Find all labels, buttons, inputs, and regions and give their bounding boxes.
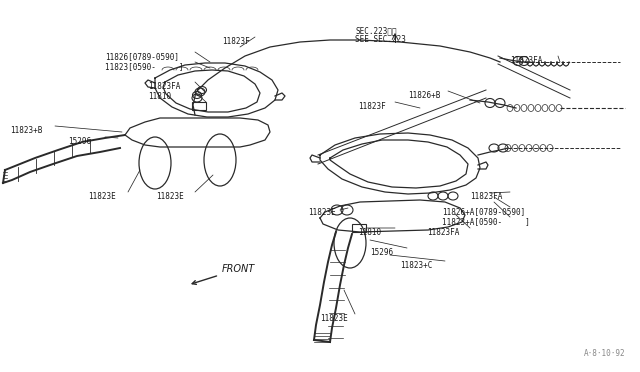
Text: 11823E: 11823E [88,192,116,201]
FancyBboxPatch shape [352,224,366,232]
Text: 11823+A[0590-     ]: 11823+A[0590- ] [442,217,530,226]
Text: 11823F: 11823F [358,102,386,111]
FancyBboxPatch shape [192,102,206,110]
Text: 11810: 11810 [358,228,381,237]
Text: 11826+B: 11826+B [408,91,440,100]
Text: 15296: 15296 [68,137,91,146]
Text: SEE SEC.223: SEE SEC.223 [355,35,406,44]
Text: 11826[0789-0590]: 11826[0789-0590] [105,52,179,61]
Text: SEC.223参照: SEC.223参照 [355,26,397,35]
Text: 11823FA: 11823FA [427,228,460,237]
Text: A·8·10·92: A·8·10·92 [584,349,625,358]
Text: 11823+C: 11823+C [400,261,433,270]
Text: 11823E: 11823E [308,208,336,217]
Text: 11823F: 11823F [222,37,250,46]
Text: 11823FA: 11823FA [510,56,542,65]
Text: 11823FA: 11823FA [470,192,502,201]
Text: 15296: 15296 [370,248,393,257]
Text: 11823E: 11823E [320,314,348,323]
Text: 11823[0590-     ]: 11823[0590- ] [105,62,184,71]
Text: 11826+A[0789-0590]: 11826+A[0789-0590] [442,207,525,216]
Text: 11823FA: 11823FA [148,82,180,91]
Text: FRONT: FRONT [192,264,255,284]
Text: 11823E: 11823E [156,192,184,201]
Text: 11810: 11810 [148,92,171,101]
Text: 11823+B: 11823+B [10,126,42,135]
